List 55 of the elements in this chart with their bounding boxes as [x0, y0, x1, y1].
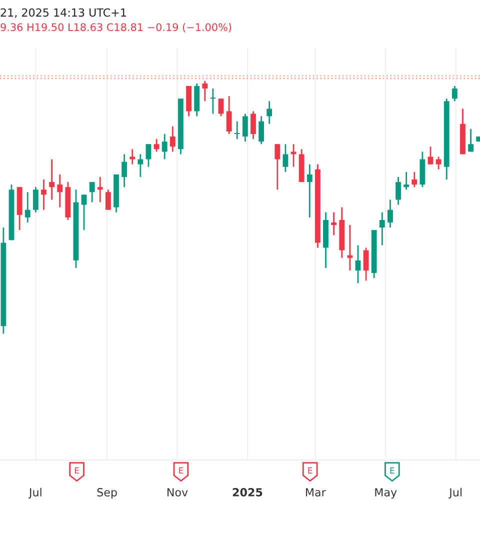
x-tick-label: May: [375, 488, 397, 499]
text: E: [179, 467, 184, 474]
candlestick: [49, 158, 55, 200]
candlestick: [436, 156, 442, 170]
candlestick: [258, 116, 264, 145]
candlestick: [306, 164, 312, 218]
candlestick: [32, 186, 38, 214]
chart-subtitle: 9.36 H19.50 L18.63 C18.81 −0.19 (−1.00%): [0, 23, 232, 32]
candlestick: [57, 174, 63, 208]
candlestick: [404, 171, 410, 190]
candlestick: [379, 212, 385, 246]
candlestick: [412, 171, 418, 188]
x-tick-label: Sep: [97, 488, 117, 499]
candlestick: [89, 181, 95, 203]
candlestick: [282, 143, 288, 173]
candlestick: [468, 128, 474, 152]
candlestick: [234, 120, 240, 140]
x-tick-label: Mar: [306, 488, 326, 496]
candlestick: [250, 110, 256, 140]
candlestick: [210, 88, 216, 114]
x-tick-label: Jul: [448, 488, 462, 499]
candlestick: [146, 143, 152, 168]
candlestick: [130, 148, 136, 166]
candlestick: [363, 247, 369, 282]
candlestick: [452, 85, 458, 102]
candlestick: [396, 176, 401, 206]
candlestick: [388, 199, 393, 228]
candlestick: [24, 191, 30, 224]
candlestick: [122, 154, 128, 188]
x-tick-label: 2025: [232, 488, 262, 496]
candlestick: [226, 95, 232, 135]
candlestick: [218, 98, 224, 118]
candlestick: [202, 80, 208, 102]
candlestick: [355, 244, 361, 284]
candlestick: [290, 143, 296, 168]
x-tick-label: Jul: [28, 488, 42, 499]
candlestick: [81, 194, 87, 231]
candlestick: [154, 138, 160, 152]
candlestick: [242, 113, 248, 142]
text: E: [74, 467, 79, 474]
candlestick: [97, 176, 103, 203]
candlestick: [170, 126, 176, 152]
text: E: [308, 467, 312, 474]
candlestick: [41, 178, 46, 211]
candlestick: [138, 154, 144, 178]
x-tick-label: Nov: [168, 488, 188, 496]
candlestick: [428, 146, 434, 166]
candlestick: [347, 224, 353, 272]
candlestick: [105, 188, 111, 211]
candlestick: [274, 143, 280, 190]
chart-title: 21, 2025 14:13 UTC+1: [0, 8, 126, 18]
candlestick: [266, 100, 272, 125]
candlestick: [162, 133, 168, 160]
text: E: [390, 467, 394, 474]
candlestick: [331, 212, 337, 236]
